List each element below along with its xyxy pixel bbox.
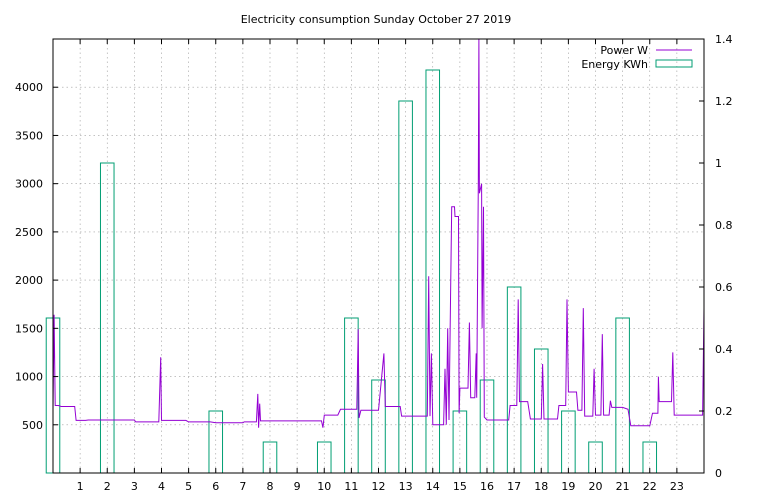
x-tick-label: 18 [534, 480, 548, 493]
y-left-tick-label: 1500 [15, 322, 43, 335]
y-left-tick-label: 4000 [15, 81, 43, 94]
y-right-tick-label: 0.4 [715, 343, 733, 356]
x-tick-label: 7 [239, 480, 246, 493]
x-tick-label: 5 [185, 480, 192, 493]
y-right-tick-label: 1.4 [715, 33, 733, 46]
x-tick-label: 8 [267, 480, 274, 493]
x-tick-label: 21 [616, 480, 630, 493]
y-left-tick-label: 500 [22, 419, 43, 432]
grid-layer [53, 39, 704, 473]
x-tick-label: 1 [77, 480, 84, 493]
legend-swatch-energy [655, 59, 693, 68]
x-tick-label: 2 [104, 480, 111, 493]
x-tick-label: 20 [589, 480, 603, 493]
y-left-tick-label: 2000 [15, 274, 43, 287]
y-left-tick-label: 3000 [15, 178, 43, 191]
y-right-ticks: 0 0.2 0.4 0.6 0.8 1 1.2 1.4 [699, 33, 733, 480]
y-left-tick-label: 1000 [15, 371, 43, 384]
y-left-tick-label: 3500 [15, 129, 43, 142]
y-right-tick-label: 1.2 [715, 95, 733, 108]
y-right-tick-label: 0.8 [715, 219, 733, 232]
energy-bar [452, 410, 468, 474]
x-tick-label: 3 [131, 480, 138, 493]
x-tick-label: 14 [426, 480, 440, 493]
legend-label-energy: Energy KWh [581, 58, 648, 71]
y-right-tick-label: 1 [715, 157, 722, 170]
x-tick-label: 13 [399, 480, 413, 493]
x-tick-label: 16 [480, 480, 494, 493]
x-tick-label: 9 [294, 480, 301, 493]
x-tick-label: 23 [670, 480, 684, 493]
energy-bar [561, 410, 576, 474]
x-tick-label: 6 [212, 480, 219, 493]
chart-title: Electricity consumption Sunday October 2… [241, 13, 512, 26]
power-series-line [52, 38, 705, 428]
x-tick-label: 10 [317, 480, 331, 493]
x-tick-label: 12 [372, 480, 386, 493]
y-left-ticks: 500 1000 1500 2000 2500 3000 3500 4000 [15, 81, 58, 432]
power-line-layer [52, 38, 705, 428]
x-tick-label: 4 [158, 480, 165, 493]
x-tick-label: 19 [561, 480, 575, 493]
x-ticks: 1 2 3 4 5 6 7 8 9 10 11 12 13 14 15 16 17 18 19 20 21 22 23 [77, 39, 684, 493]
y-right-tick-label: 0 [715, 467, 722, 480]
x-tick-label: 17 [507, 480, 521, 493]
x-tick-label: 15 [453, 480, 467, 493]
energy-bar [208, 410, 224, 474]
x-tick-label: 22 [643, 480, 657, 493]
y-right-tick-label: 0.6 [715, 281, 733, 294]
y-left-tick-label: 2500 [15, 226, 43, 239]
legend-label-power: Power W [600, 44, 648, 57]
x-tick-label: 11 [344, 480, 358, 493]
y-right-tick-label: 0.2 [715, 405, 733, 418]
